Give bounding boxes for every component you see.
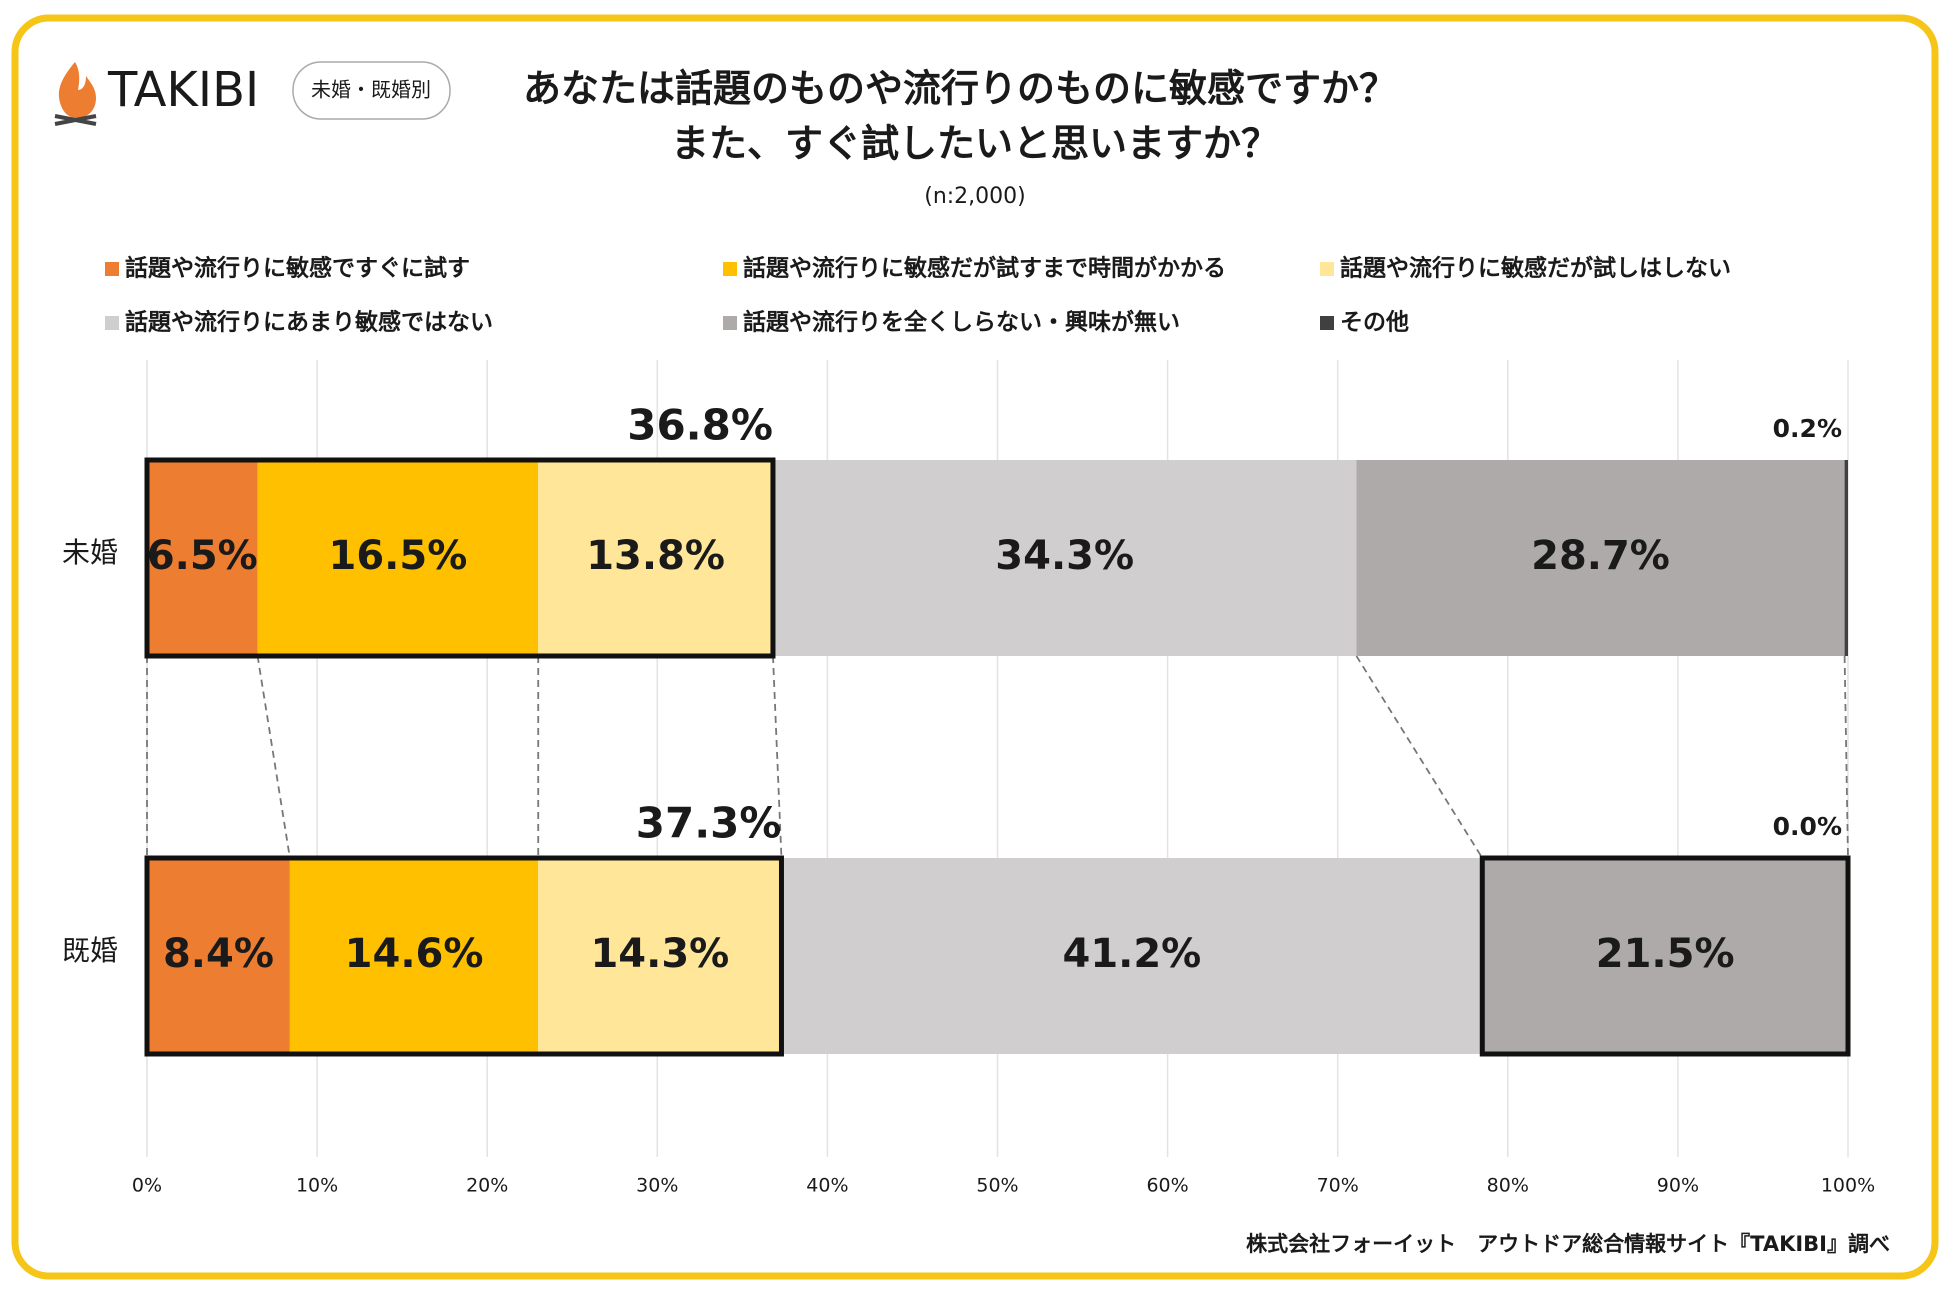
bar-segment (1482, 858, 1848, 1054)
wood-icon (54, 114, 97, 126)
highlight-box (144, 855, 784, 1057)
x-tick-label: 40% (806, 1175, 848, 1197)
value-label: 13.8% (586, 533, 725, 579)
value-label: 28.7% (1531, 533, 1670, 579)
legend-label: その他 (1340, 310, 1409, 336)
y-tick-label: 既婚 (62, 934, 118, 967)
bar-segment (257, 460, 539, 656)
logo: TAKIBI (54, 62, 259, 126)
value-label: 14.6% (345, 931, 484, 977)
legend-swatch (1320, 316, 1334, 330)
legend-label: 話題や流行りに敏感ですぐに試す (125, 255, 470, 282)
legend-label: 話題や流行りを全くしらない・興味が無い (743, 309, 1180, 336)
chart-title: また、すぐ試したいと思いますか？ (671, 122, 1279, 166)
legend-swatch (105, 262, 119, 276)
highlight-box (1479, 855, 1851, 1057)
legend-swatch (723, 316, 737, 330)
total-label: 37.3% (636, 799, 782, 848)
legend-swatch (723, 262, 737, 276)
legend-swatch (105, 316, 119, 330)
connector (1843, 655, 1849, 859)
value-label: 16.5% (329, 533, 468, 579)
total-label: 36.8% (627, 401, 773, 450)
subtitle: (n:2,000) (924, 184, 1026, 209)
value-label: 41.2% (1062, 931, 1201, 977)
bar-segment (289, 858, 539, 1054)
highlight-box (144, 457, 776, 659)
bar-segment (538, 460, 773, 656)
x-tick-label: 10% (296, 1175, 338, 1197)
x-tick-label: 60% (1146, 1175, 1188, 1197)
bar-segment (781, 858, 1483, 1054)
x-tick-label: 30% (636, 1175, 678, 1197)
legend-label: 話題や流行りに敏感だが試すまで時間がかかる (743, 255, 1226, 282)
x-tick-label: 0% (132, 1175, 162, 1197)
chart-title: あなたは話題のものや流行りのものに敏感ですか？ (523, 67, 1397, 111)
x-tick-label: 70% (1317, 1175, 1359, 1197)
legend-swatch (1320, 262, 1334, 276)
x-tick-label: 90% (1657, 1175, 1699, 1197)
value-label: 8.4% (163, 931, 274, 977)
value-label: 0.0% (1773, 812, 1842, 841)
value-label: 21.5% (1596, 931, 1735, 977)
brand: TAKIBI (107, 62, 259, 118)
value-label: 34.3% (995, 533, 1134, 579)
x-tick-label: 20% (466, 1175, 508, 1197)
connector (256, 655, 291, 859)
bar-segment (147, 858, 290, 1054)
bar-segment (1356, 460, 1845, 656)
badge-box (292, 61, 451, 120)
badge: 未婚・既婚別 (311, 78, 431, 102)
x-tick-label: 80% (1487, 1175, 1529, 1197)
connector (772, 655, 783, 859)
legend-label: 話題や流行りに敏感だが試しはしない (1340, 255, 1731, 282)
x-tick-label: 50% (976, 1175, 1018, 1197)
bar-segment (772, 460, 1357, 656)
bar-segment (1844, 460, 1848, 656)
legend-label: 話題や流行りにあまり敏感ではない (125, 309, 493, 336)
bar-segment (147, 460, 258, 656)
x-tick-label: 100% (1821, 1175, 1875, 1197)
value-label: 0.2% (1773, 414, 1842, 443)
connector (1355, 655, 1484, 859)
flame-icon (58, 62, 96, 118)
value-label: 6.5% (147, 533, 258, 579)
bar-segment (538, 858, 782, 1054)
value-label: 14.3% (590, 931, 729, 977)
source: 株式会社フォーイット アウトドア総合情報サイト『TAKIBI』調べ (1246, 1232, 1890, 1256)
y-tick-label: 未婚 (62, 536, 118, 569)
